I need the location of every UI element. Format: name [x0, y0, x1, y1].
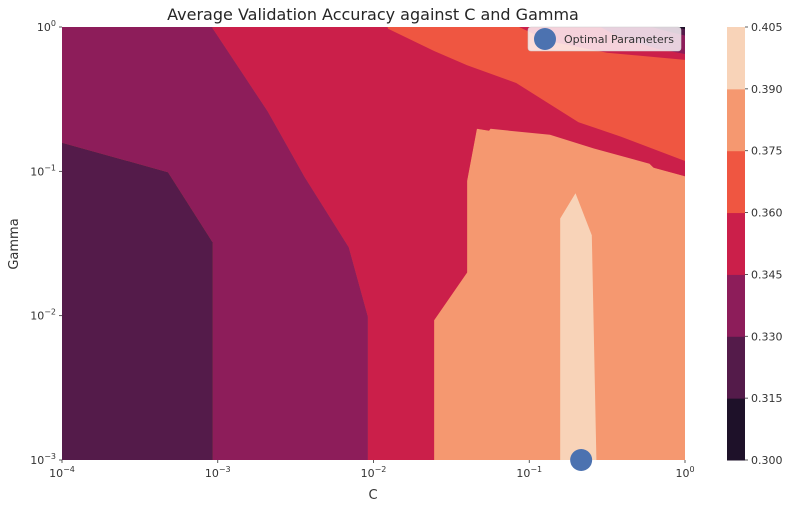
colorbar: 0.300 0.315 0.330 0.345 0.360 0.375 0.390 0.405 — [727, 21, 783, 467]
colorbar-tick-label: 0.360 — [751, 207, 783, 220]
x-axis-label: C — [368, 488, 377, 503]
y-axis-label: Gamma — [7, 218, 22, 269]
colorbar-tick-label: 0.375 — [751, 145, 783, 158]
colorbar-segment — [727, 88, 745, 152]
x-axis: 10−4 10−3 10−2 10−1 100 — [49, 460, 695, 480]
contour-plot-area — [62, 27, 685, 471]
legend: Optimal Parameters — [527, 26, 682, 52]
colorbar-segment — [727, 27, 745, 90]
contour-region-level-1 — [62, 142, 213, 460]
colorbar-segment — [727, 150, 745, 214]
colorbar-tick-label: 0.405 — [751, 21, 783, 34]
colorbar-tick-label: 0.390 — [751, 83, 783, 96]
y-tick-label: 10−2 — [30, 308, 56, 323]
colorbar-segment — [727, 336, 745, 399]
legend-label: Optimal Parameters — [564, 33, 674, 46]
optimal-parameters-marker — [570, 449, 593, 471]
y-tick-label: 100 — [37, 19, 56, 34]
contour-region-level-2 — [62, 27, 368, 460]
x-tick-label: 10−1 — [516, 465, 542, 480]
colorbar-tick-label: 0.315 — [751, 392, 783, 405]
colorbar-tick-label: 0.300 — [751, 454, 783, 467]
colorbar-segment — [727, 398, 745, 461]
legend-marker-icon — [534, 28, 556, 50]
y-tick-label: 10−1 — [30, 163, 56, 178]
y-axis: 10−3 10−2 10−1 100 — [30, 19, 62, 467]
x-tick-label: 10−4 — [49, 465, 75, 480]
colorbar-tick-label: 0.345 — [751, 268, 783, 281]
x-tick-label: 10−2 — [361, 465, 387, 480]
x-tick-label: 10−3 — [205, 465, 231, 480]
x-tick-label: 100 — [675, 465, 694, 480]
colorbar-segment — [727, 212, 745, 275]
contour-region-level-6 — [560, 193, 597, 460]
colorbar-tick-label: 0.330 — [751, 330, 783, 343]
chart-title: Average Validation Accuracy against C an… — [167, 5, 579, 24]
y-tick-label: 10−3 — [30, 452, 56, 467]
legend-box — [527, 26, 682, 52]
colorbar-segment — [727, 274, 745, 337]
contour-regions — [62, 27, 685, 460]
